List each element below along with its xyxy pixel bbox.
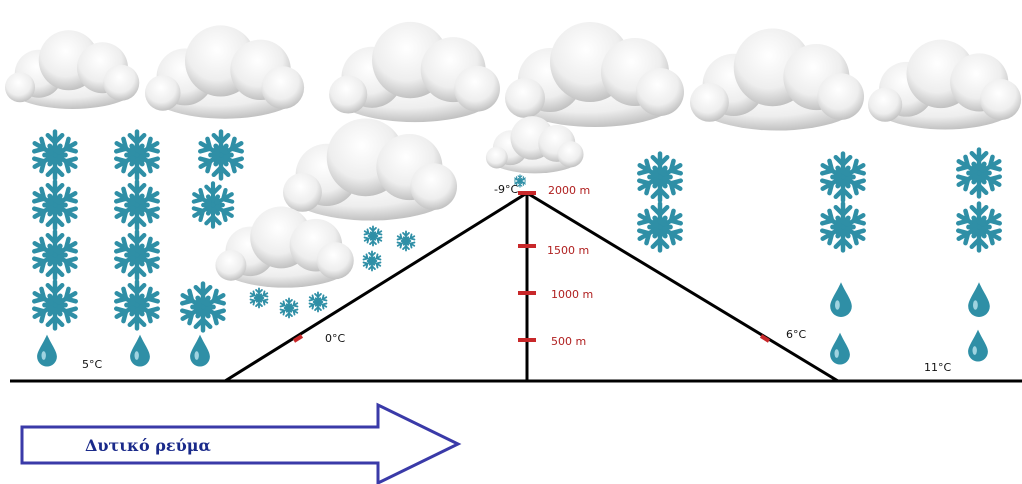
raindrop [968,329,988,362]
snowflake [636,154,684,201]
snowflake [113,182,161,229]
snowflake [819,204,867,251]
wind-label: Δυτικό ρεύμα [85,436,211,455]
raindrop [968,282,990,317]
raindrop [830,332,850,365]
clouds [5,21,1022,288]
altitude-label: 1500 m [547,244,589,257]
snowflake [31,232,79,279]
altitude-label: 2000 m [548,184,590,197]
altitude-label: 500 m [551,335,586,348]
snowflake [113,132,161,179]
raindrop [830,282,852,317]
wind-arrow [20,402,462,484]
temperature-label: 11°C [924,361,951,374]
cloud [868,39,1022,130]
snowflake [31,282,79,329]
snowflake [363,226,382,245]
cloud [283,118,458,221]
snowflake [113,282,161,329]
raindrop [130,334,150,367]
cloud [215,206,354,288]
snowflake [819,154,867,201]
temperature-label: 5°C [82,358,102,371]
snowflake [279,298,298,317]
temperature-label: 0°C [325,332,345,345]
snowflake [191,183,235,226]
isotherm-mark [759,334,771,343]
arrow-shape [20,402,462,484]
snowflake [197,132,245,179]
cloud [505,22,684,127]
snowflake [362,251,381,270]
cloud [145,25,305,119]
snowflake [955,204,1003,251]
raindrop [190,334,210,367]
raindrop [37,334,57,367]
snowflake [396,231,415,250]
mountain [10,191,1022,383]
snowflake [179,284,227,331]
snowflake [31,182,79,229]
snowflake [955,150,1003,197]
red-marks [292,191,771,343]
snowflake [249,288,268,307]
temperature-label: -9°C [494,183,518,196]
snowflake [308,292,327,311]
temperature-label: 6°C [786,328,806,341]
snowflake [636,204,684,251]
cloud [690,28,865,131]
snowflake [113,232,161,279]
altitude-label: 1000 m [551,288,593,301]
raindrops [37,282,990,367]
snowflake [31,132,79,179]
isotherm-mark [292,334,304,343]
cloud [329,21,500,123]
cloud [5,30,140,109]
